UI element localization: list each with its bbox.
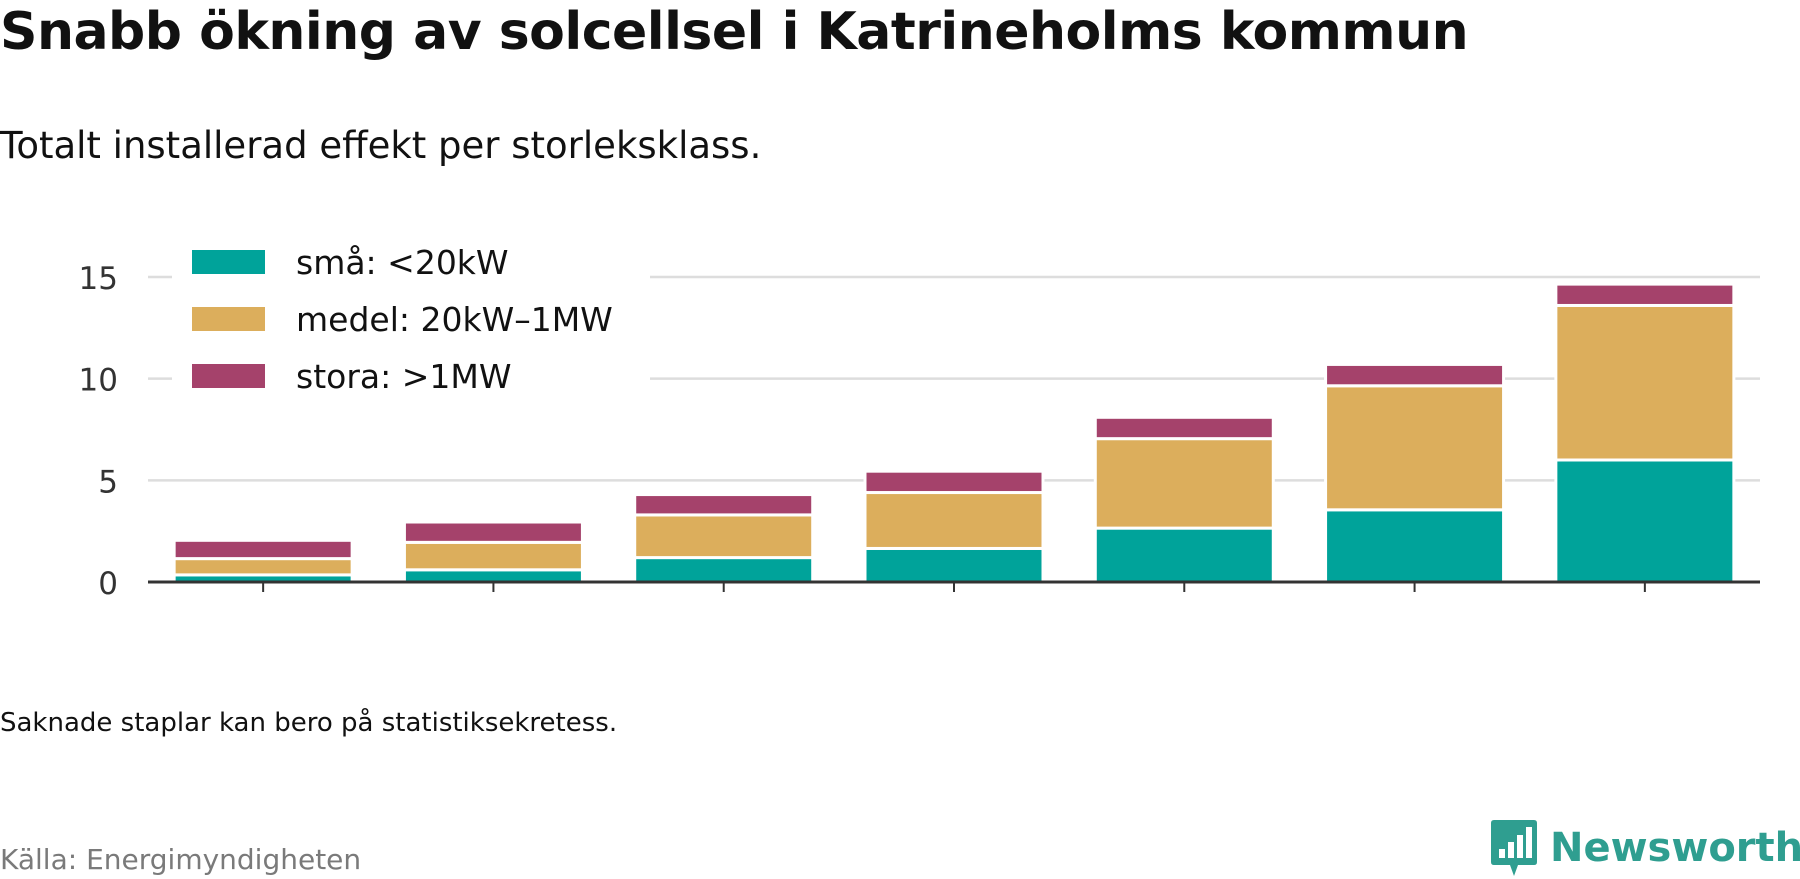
brand: Newsworthy	[1490, 818, 1800, 878]
bar-segment	[1093, 526, 1275, 584]
y-tick-label: 10	[79, 363, 118, 399]
axes: 0 5 10 15 2016 2017 2018 2019 2020 2021 2022	[79, 261, 1760, 610]
bar-segment	[1554, 282, 1736, 307]
chart-title: Snabb ökning av solcellsel i Katrineholm…	[0, 2, 1469, 62]
bar-segment	[863, 491, 1045, 550]
bar-segment	[402, 568, 584, 584]
footnote: Saknade staplar kan bero på statistiksek…	[0, 708, 618, 738]
legend-label: små: <20kW	[296, 243, 509, 282]
newsworthy-logo-icon	[1491, 820, 1537, 876]
bar-segment	[1093, 437, 1275, 530]
bar-segment	[402, 520, 584, 544]
bar-segment	[1324, 384, 1506, 512]
y-tick-label: 0	[98, 566, 118, 602]
bar-segment	[633, 513, 815, 560]
legend: små: <20kW medel: 20kW–1MW stora: >1MW	[172, 236, 650, 406]
source-credit: Källa: Energimyndigheten	[0, 843, 362, 876]
x-tick-label: 2021	[1375, 608, 1454, 610]
x-tick-label: 2018	[684, 608, 763, 610]
bar-segment	[633, 493, 815, 517]
bar-segment	[1324, 508, 1506, 584]
legend-swatch	[192, 307, 265, 331]
y-tick-label: 5	[98, 464, 118, 500]
legend-swatch	[192, 364, 265, 388]
bars	[172, 282, 1736, 584]
bar-segment	[863, 469, 1045, 495]
bar-segment	[1554, 458, 1736, 584]
bar-segment	[1554, 303, 1736, 462]
legend-label: stora: >1MW	[296, 357, 511, 396]
legend-swatch	[192, 250, 265, 274]
bar-segment	[172, 538, 354, 561]
bar-segment	[172, 557, 354, 577]
x-tick-label: 2017	[454, 608, 533, 610]
chart-subtitle: Totalt installerad effekt per storlekskl…	[0, 124, 762, 167]
bar-segment	[633, 556, 815, 584]
legend-label: medel: 20kW–1MW	[296, 300, 613, 339]
stacked-bar-chart: 0 5 10 15 2016 2017 2018 2019 2020 2021 2022 små: …	[79, 236, 1760, 610]
x-tick-label: 2019	[915, 608, 994, 610]
x-tick-label: 2022	[1605, 608, 1684, 610]
y-tick-label: 15	[79, 261, 118, 297]
x-tick-label: 2016	[224, 608, 303, 610]
bar-segment	[402, 540, 584, 572]
brand-name: Newsworthy	[1550, 825, 1800, 871]
bar-segment	[1093, 415, 1275, 441]
x-tick-label: 2020	[1145, 608, 1224, 610]
bar-segment	[863, 546, 1045, 584]
bar-segment	[1324, 362, 1506, 388]
